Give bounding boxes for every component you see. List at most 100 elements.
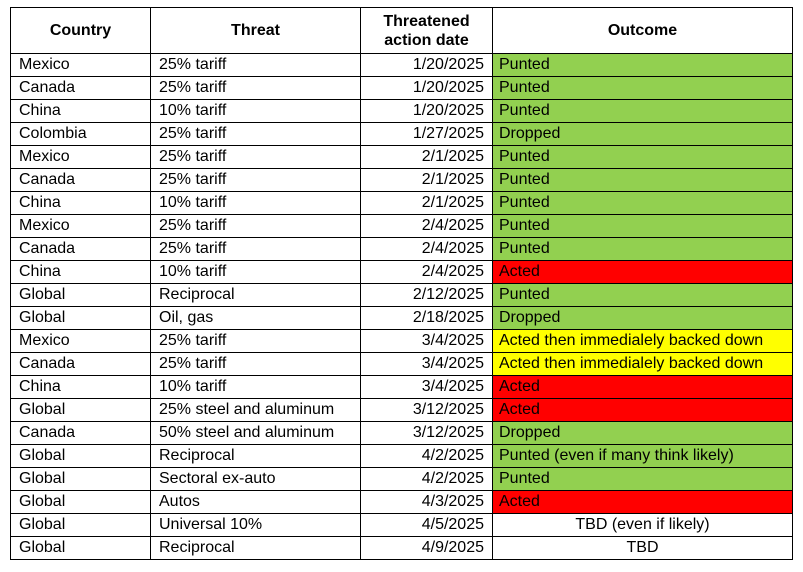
table-row: Global Oil, gas 2/18/2025 Dropped <box>10 306 793 330</box>
country-cell: Global <box>10 490 151 514</box>
date-cell: 2/18/2025 <box>360 306 493 330</box>
outcome-cell: Acted then immedialely backed down <box>492 352 793 376</box>
threat-cell: 10% tariff <box>150 191 361 215</box>
date-cell: 2/1/2025 <box>360 145 493 169</box>
outcome-cell: Acted <box>492 260 793 284</box>
country-cell: Global <box>10 444 151 468</box>
table-row: Colombia 25% tariff 1/27/2025 Dropped <box>10 122 793 146</box>
outcome-cell: Punted <box>492 283 793 307</box>
country-cell: China <box>10 375 151 399</box>
table-row: Global 25% steel and aluminum 3/12/2025 Act… <box>10 398 793 422</box>
threat-cell: Reciprocal <box>150 444 361 468</box>
date-cell: 2/1/2025 <box>360 168 493 192</box>
table-row: Mexico 25% tariff 2/4/2025 Punted <box>10 214 793 238</box>
country-cell: China <box>10 191 151 215</box>
date-cell: 3/12/2025 <box>360 398 493 422</box>
date-cell: 1/27/2025 <box>360 122 493 146</box>
date-cell: 2/1/2025 <box>360 191 493 215</box>
country-cell: Global <box>10 283 151 307</box>
table-row: Global Reciprocal 4/2/2025 Punted (even if … <box>10 444 793 468</box>
country-cell: China <box>10 99 151 123</box>
table-row: China 10% tariff 2/1/2025 Punted <box>10 191 793 215</box>
date-cell: 2/4/2025 <box>360 214 493 238</box>
country-cell: Mexico <box>10 53 151 77</box>
date-cell: 4/9/2025 <box>360 536 493 560</box>
outcome-cell: TBD (even if likely) <box>492 513 793 537</box>
outcome-cell: Punted <box>492 145 793 169</box>
table-row: Global Autos 4/3/2025 Acted <box>10 490 793 514</box>
date-cell: 3/4/2025 <box>360 329 493 353</box>
table-row: Global Sectoral ex-auto 4/2/2025 Punted <box>10 467 793 491</box>
country-cell: Global <box>10 536 151 560</box>
threat-cell: Reciprocal <box>150 536 361 560</box>
date-cell: 1/20/2025 <box>360 99 493 123</box>
outcome-cell: Punted <box>492 168 793 192</box>
outcome-cell: Acted <box>492 490 793 514</box>
table-row: Mexico 25% tariff 3/4/2025 Acted then immed… <box>10 329 793 353</box>
threat-cell: 25% tariff <box>150 352 361 376</box>
outcome-cell: Punted (even if many think likely) <box>492 444 793 468</box>
threat-cell: 10% tariff <box>150 375 361 399</box>
threat-cell: 50% steel and aluminum <box>150 421 361 445</box>
country-cell: Canada <box>10 76 151 100</box>
table-row: China 10% tariff 1/20/2025 Punted <box>10 99 793 123</box>
date-cell: 4/2/2025 <box>360 444 493 468</box>
table-row: Canada 25% tariff 3/4/2025 Acted then immed… <box>10 352 793 376</box>
threat-cell: 10% tariff <box>150 99 361 123</box>
outcome-cell: Punted <box>492 76 793 100</box>
table-row: Mexico 25% tariff 1/20/2025 Punted <box>10 53 793 77</box>
country-header: Country <box>10 7 151 54</box>
threat-cell: 25% tariff <box>150 53 361 77</box>
outcome-cell: Acted then immedialely backed down <box>492 329 793 353</box>
date-cell: 3/12/2025 <box>360 421 493 445</box>
country-cell: Global <box>10 467 151 491</box>
country-cell: Mexico <box>10 145 151 169</box>
outcome-cell: Dropped <box>492 122 793 146</box>
date-cell: 4/3/2025 <box>360 490 493 514</box>
date-cell: 4/5/2025 <box>360 513 493 537</box>
country-cell: Canada <box>10 168 151 192</box>
threat-cell: 25% tariff <box>150 329 361 353</box>
threat-cell: Oil, gas <box>150 306 361 330</box>
date-cell: 2/4/2025 <box>360 260 493 284</box>
threat-cell: 25% steel and aluminum <box>150 398 361 422</box>
outcome-cell: Punted <box>492 99 793 123</box>
country-cell: Canada <box>10 352 151 376</box>
table-row: Canada 25% tariff 1/20/2025 Punted <box>10 76 793 100</box>
outcome-cell: Acted <box>492 398 793 422</box>
threat-cell: 25% tariff <box>150 145 361 169</box>
date-cell: 4/2/2025 <box>360 467 493 491</box>
table-row: China 10% tariff 3/4/2025 Acted <box>10 375 793 399</box>
country-cell: Mexico <box>10 329 151 353</box>
threat-cell: 25% tariff <box>150 122 361 146</box>
threat-cell: Autos <box>150 490 361 514</box>
table-row: Canada 50% steel and aluminum 3/12/2025 Dro… <box>10 421 793 445</box>
outcome-cell: TBD <box>492 536 793 560</box>
date-header-line1: Threatened <box>383 12 470 30</box>
country-cell: Global <box>10 398 151 422</box>
country-cell: Mexico <box>10 214 151 238</box>
threat-cell: Reciprocal <box>150 283 361 307</box>
outcome-cell: Punted <box>492 237 793 261</box>
date-cell: 2/4/2025 <box>360 237 493 261</box>
threat-cell: 10% tariff <box>150 260 361 284</box>
country-cell: China <box>10 260 151 284</box>
tariff-threats-table: Country Threat Threatened action date Ou… <box>10 7 793 560</box>
table-row: Canada 25% tariff 2/1/2025 Punted <box>10 168 793 192</box>
outcome-cell: Dropped <box>492 421 793 445</box>
date-cell: 1/20/2025 <box>360 76 493 100</box>
header-row: Country Threat Threatened action date Ou… <box>10 7 793 54</box>
threat-cell: Sectoral ex-auto <box>150 467 361 491</box>
table-row: Canada 25% tariff 2/4/2025 Punted <box>10 237 793 261</box>
outcome-cell: Punted <box>492 214 793 238</box>
table-row: Mexico 25% tariff 2/1/2025 Punted <box>10 145 793 169</box>
outcome-header: Outcome <box>492 7 793 54</box>
threat-header: Threat <box>150 7 361 54</box>
date-header-line2: action date <box>384 31 469 49</box>
outcome-cell: Acted <box>492 375 793 399</box>
table-row: Global Reciprocal 4/9/2025 TBD <box>10 536 793 560</box>
country-cell: Canada <box>10 421 151 445</box>
table-row: Global Universal 10% 4/5/2025 TBD (even if … <box>10 513 793 537</box>
outcome-cell: Punted <box>492 53 793 77</box>
date-cell: 2/12/2025 <box>360 283 493 307</box>
